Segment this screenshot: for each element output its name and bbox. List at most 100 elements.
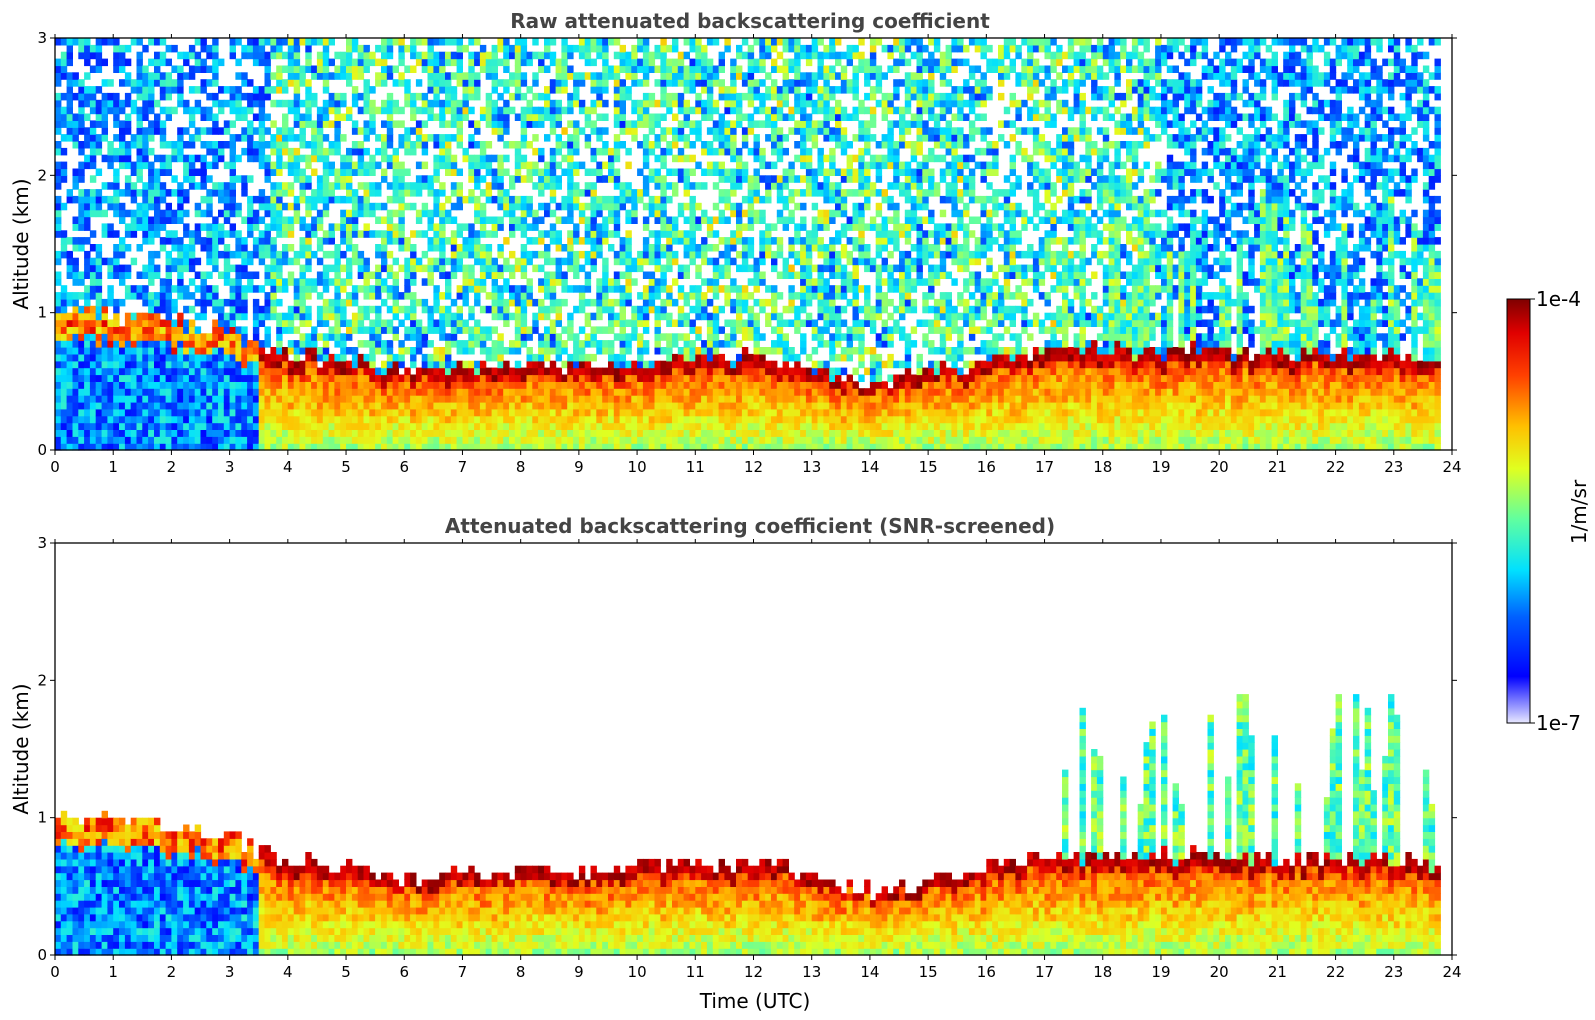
heatmap-cell [654, 429, 661, 437]
heatmap-cell [136, 401, 143, 410]
heatmap-cell [258, 230, 266, 238]
heatmap-cell [101, 209, 108, 218]
heatmap-cell [526, 285, 533, 293]
heatmap-cell [648, 65, 656, 73]
heatmap-cell [223, 278, 231, 286]
heatmap-cell [381, 388, 388, 396]
heatmap-cell [462, 79, 469, 87]
heatmap-cell [113, 202, 120, 211]
heatmap-cell [194, 154, 202, 163]
heatmap-cell [357, 92, 365, 101]
heatmap-cell [491, 99, 498, 108]
heatmap-cell [194, 408, 202, 417]
heatmap-cell [206, 292, 213, 300]
heatmap-cell [701, 278, 708, 286]
heatmap-cell [282, 127, 289, 135]
heatmap-cell [154, 388, 161, 396]
heatmap-cell [689, 182, 696, 190]
heatmap-cell [398, 168, 405, 176]
heatmap-cell [509, 271, 516, 279]
heatmap-cell [101, 353, 108, 362]
heatmap-cell [398, 237, 405, 245]
heatmap-cell [462, 244, 469, 252]
heatmap-cell [351, 429, 359, 437]
heatmap-cell [130, 326, 138, 334]
heatmap-cell [316, 422, 324, 430]
heatmap-cell [183, 340, 190, 348]
heatmap-cell [642, 395, 650, 403]
heatmap-cell [381, 374, 388, 382]
heatmap-cell [544, 113, 551, 121]
heatmap-cell [654, 381, 661, 389]
heatmap-cell [555, 113, 562, 121]
heatmap-cell [363, 168, 370, 176]
heatmap-cell [107, 223, 114, 231]
heatmap-cell [60, 388, 68, 396]
heatmap-cell [503, 388, 510, 396]
heatmap-cell [235, 305, 242, 314]
heatmap-cell [532, 38, 539, 46]
heatmap-cell [479, 347, 487, 355]
heatmap-cell [340, 347, 347, 355]
heatmap-cell [485, 388, 493, 396]
heatmap-cell [433, 72, 440, 80]
heatmap-cell [154, 271, 161, 279]
heatmap-cell [555, 72, 562, 80]
heatmap-cell [485, 367, 493, 376]
heatmap-cell [660, 278, 667, 286]
heatmap-cell [357, 51, 365, 60]
heatmap-cell [712, 264, 720, 273]
heatmap-cell [142, 360, 149, 369]
heatmap-cell [701, 408, 708, 417]
heatmap-cell [468, 86, 475, 94]
heatmap-cell [322, 298, 330, 307]
heatmap-cell [305, 58, 312, 67]
heatmap-cell [229, 388, 236, 396]
heatmap-cell [142, 202, 149, 211]
heatmap-cell [148, 264, 155, 273]
heatmap-cell [625, 333, 632, 341]
heatmap-cell [165, 72, 172, 80]
heatmap-cell [433, 298, 440, 307]
heatmap-cell [346, 333, 353, 341]
heatmap-cell [276, 367, 283, 376]
heatmap-cell [322, 189, 330, 197]
heatmap-cell [677, 65, 685, 73]
heatmap-cell [322, 340, 330, 348]
heatmap-cell [421, 58, 429, 67]
heatmap-cell [619, 381, 626, 389]
heatmap-cell [252, 58, 260, 67]
heatmap-cell [130, 395, 138, 403]
heatmap-cell [445, 374, 452, 382]
heatmap-cell [229, 347, 236, 355]
heatmap-cell [154, 312, 161, 321]
heatmap-cell [549, 367, 557, 376]
heatmap-cell [78, 86, 85, 94]
heatmap-cell [439, 374, 446, 382]
heatmap-cell [223, 127, 231, 135]
heatmap-cell [701, 44, 708, 53]
heatmap-cell [270, 99, 277, 108]
heatmap-cell [660, 374, 667, 382]
heatmap-cell [666, 223, 673, 231]
heatmap-cell [456, 319, 463, 327]
heatmap-cell [369, 333, 376, 341]
heatmap-cell [351, 422, 359, 430]
heatmap-cell [357, 395, 365, 403]
heatmap-cell [491, 298, 498, 307]
heatmap-cell [602, 230, 609, 238]
heatmap-cell [142, 381, 149, 389]
heatmap-cell [95, 298, 103, 307]
heatmap-cell [445, 340, 452, 348]
heatmap-cell [113, 250, 120, 259]
heatmap-cell [154, 298, 161, 307]
heatmap-cell [241, 443, 248, 451]
heatmap-cell [212, 189, 219, 197]
heatmap-cell [654, 422, 661, 430]
heatmap-cell [584, 134, 592, 142]
heatmap-cell [660, 388, 667, 396]
heatmap-cell [695, 161, 702, 170]
heatmap-cell [340, 367, 347, 376]
heatmap-cell [654, 264, 661, 273]
heatmap-cell [369, 86, 376, 94]
